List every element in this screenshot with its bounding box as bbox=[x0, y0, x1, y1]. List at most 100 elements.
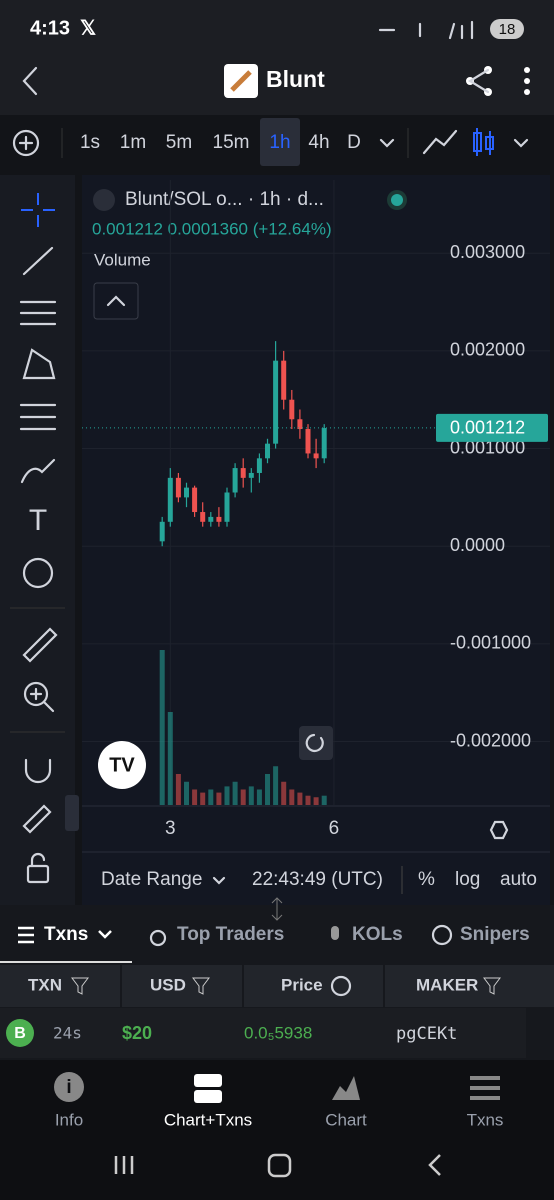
tv-logo[interactable] bbox=[98, 741, 146, 789]
collapse-arrow bbox=[106, 295, 126, 307]
panel-handle[interactable] bbox=[65, 795, 79, 831]
interval[interactable]: 15m bbox=[213, 132, 250, 153]
y-tick-label: 0.001000 bbox=[450, 437, 525, 457]
candle-body bbox=[224, 492, 230, 522]
nav-icon bbox=[470, 1076, 500, 1100]
tool-dividers bbox=[10, 607, 65, 733]
th[interactable]: MAKER bbox=[416, 975, 478, 994]
back[interactable] bbox=[22, 66, 38, 96]
volume-bar bbox=[265, 774, 271, 805]
y-tick-label: -0.001000 bbox=[450, 633, 531, 653]
volume-bar bbox=[248, 786, 254, 805]
buy-badge bbox=[6, 1019, 34, 1047]
interval[interactable]: 1h bbox=[269, 132, 290, 153]
option[interactable]: log bbox=[455, 869, 480, 890]
tab-active[interactable]: Txns bbox=[44, 924, 88, 945]
volume-bar bbox=[297, 792, 303, 805]
volume-bar bbox=[224, 786, 230, 805]
collapse[interactable] bbox=[93, 282, 139, 320]
filter-icons[interactable] bbox=[71, 977, 501, 1044]
price-tag-label: 0.001212 bbox=[450, 418, 525, 438]
interval[interactable]: 5m bbox=[166, 132, 192, 153]
candle-body bbox=[183, 487, 189, 498]
col-dividers bbox=[120, 965, 385, 1007]
drawing-tools[interactable]: T bbox=[19, 193, 58, 884]
nav-item[interactable]: Info bbox=[55, 1110, 83, 1129]
candle-type[interactable] bbox=[473, 128, 494, 156]
th[interactable]: TXN bbox=[28, 975, 62, 994]
candle-body bbox=[159, 521, 165, 542]
clock: 4:13 bbox=[30, 17, 70, 39]
volume-bar bbox=[256, 789, 262, 805]
candle-body bbox=[305, 429, 311, 454]
y-tick-label: 0.0000 bbox=[450, 535, 505, 555]
settings[interactable] bbox=[489, 820, 509, 840]
th[interactable]: USD bbox=[150, 975, 186, 994]
add-indicator[interactable] bbox=[12, 129, 40, 157]
tab[interactable]: Snipers bbox=[460, 924, 530, 945]
share[interactable] bbox=[466, 66, 492, 96]
line-type[interactable] bbox=[422, 129, 458, 155]
volume-bar bbox=[289, 789, 295, 805]
nav-item-active[interactable]: Chart+Txns bbox=[164, 1110, 252, 1129]
cell: B bbox=[14, 1025, 26, 1042]
volume-bar bbox=[167, 712, 173, 805]
tab-icon bbox=[149, 929, 167, 947]
menu[interactable] bbox=[524, 67, 530, 95]
nav-item[interactable]: Txns bbox=[467, 1110, 504, 1129]
candle-body bbox=[175, 477, 181, 498]
candle-body bbox=[240, 468, 246, 478]
sys-recents[interactable] bbox=[114, 1156, 134, 1174]
interval[interactable]: 4h bbox=[308, 132, 329, 153]
candle-body bbox=[232, 468, 238, 493]
candle-body bbox=[289, 399, 295, 420]
volume-bar bbox=[305, 795, 311, 805]
x-tick-label: 3 bbox=[165, 818, 176, 839]
volume-bar bbox=[281, 781, 287, 805]
volume-bar bbox=[232, 781, 238, 805]
tab-icon bbox=[431, 924, 453, 946]
cell: pgCEKt bbox=[396, 1024, 457, 1044]
reset[interactable] bbox=[299, 726, 333, 760]
interval[interactable]: D bbox=[347, 132, 361, 153]
volume-bar bbox=[208, 789, 214, 805]
candle-body bbox=[297, 419, 303, 430]
tab[interactable]: Top Traders bbox=[177, 924, 284, 945]
date-range[interactable]: Date Range bbox=[101, 869, 202, 890]
tab-arrow bbox=[98, 930, 112, 939]
date-range-arrow bbox=[212, 876, 226, 885]
chart-type-more[interactable] bbox=[513, 138, 529, 148]
volume-label: Volume bbox=[94, 250, 151, 269]
volume-bar bbox=[200, 792, 206, 805]
option[interactable]: % bbox=[418, 869, 435, 890]
th[interactable]: Price bbox=[281, 975, 323, 994]
interval-more[interactable] bbox=[379, 138, 395, 148]
status-icons bbox=[378, 20, 474, 40]
legend-values: 0.001212 0.0001360 (+12.64%) bbox=[92, 219, 332, 238]
tab[interactable]: KOLs bbox=[352, 924, 403, 945]
nav-bg bbox=[0, 1060, 554, 1200]
text-tool[interactable]: T bbox=[29, 504, 47, 537]
candle-body bbox=[313, 453, 319, 459]
candle-body bbox=[216, 516, 222, 522]
interval[interactable]: 1m bbox=[120, 132, 146, 153]
price-toggle[interactable] bbox=[330, 975, 352, 997]
y-tick-label: 0.002000 bbox=[450, 340, 525, 360]
volume-bar bbox=[321, 795, 327, 805]
candle-body bbox=[200, 512, 206, 522]
nav-item[interactable]: Chart bbox=[325, 1110, 367, 1129]
sys-back[interactable] bbox=[428, 1154, 441, 1176]
volume-bar bbox=[183, 781, 189, 805]
candle-body bbox=[208, 516, 214, 522]
sys-home[interactable] bbox=[267, 1153, 292, 1178]
y-tick-label: -0.002000 bbox=[450, 730, 531, 750]
cell: 0.0₅5938 bbox=[244, 1023, 312, 1042]
nav-icon bbox=[194, 1090, 222, 1103]
row-bg bbox=[0, 1008, 526, 1058]
token-badge bbox=[93, 189, 115, 211]
resize[interactable] bbox=[271, 897, 283, 921]
interval[interactable]: 1s bbox=[80, 132, 100, 153]
option[interactable]: auto bbox=[500, 869, 537, 890]
nav-icon bbox=[332, 1076, 360, 1100]
